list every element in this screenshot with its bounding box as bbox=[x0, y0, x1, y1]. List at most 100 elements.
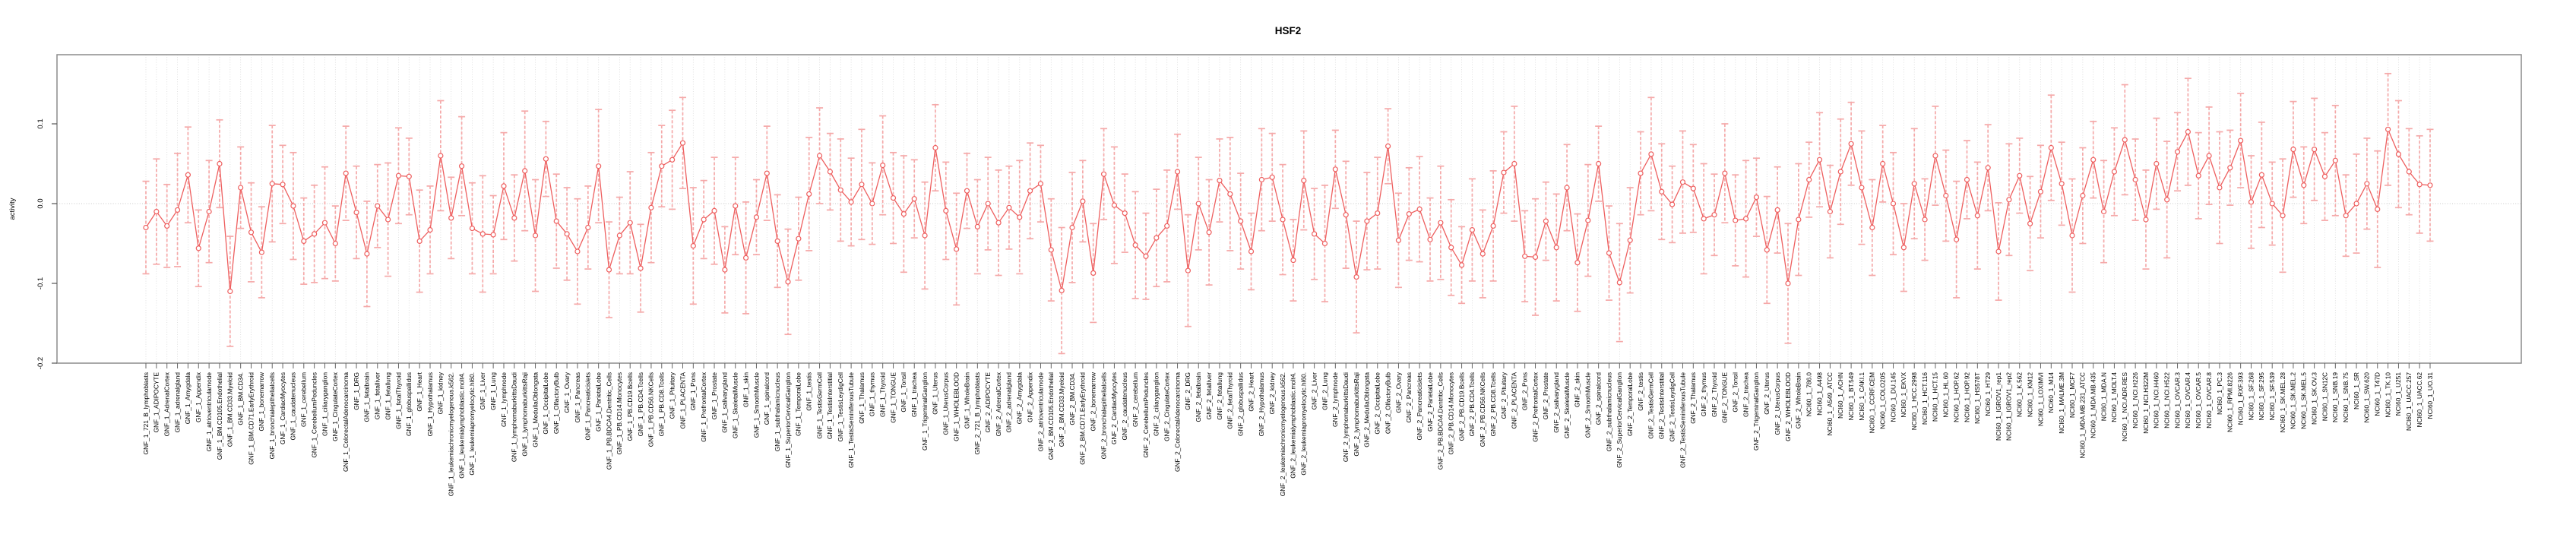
x-tick-label: GNF_2_UterusCorpus bbox=[1774, 372, 1781, 435]
data-point-marker bbox=[1827, 208, 1834, 215]
data-point-marker bbox=[922, 232, 928, 239]
data-point-marker bbox=[469, 226, 476, 232]
data-point-marker bbox=[1258, 176, 1264, 183]
data-point-marker bbox=[1080, 198, 1086, 204]
x-tick-label: NCI60_1_RXF.393 bbox=[2236, 372, 2244, 425]
x-tick-label: GNF_2_caudatenucleus bbox=[1121, 372, 1128, 440]
x-tick-label: GNF_2_PB.BDCA4.Dentritic_Cells bbox=[1437, 372, 1445, 470]
x-tick-label: GNF_1_TemporalLobe bbox=[795, 372, 802, 436]
x-tick-label: NCI60_1_786.0 bbox=[1805, 372, 1813, 417]
data-point-marker bbox=[1564, 185, 1570, 191]
x-axis-ticks bbox=[145, 363, 2431, 368]
x-tick-label: NCI60_1_BT.549 bbox=[1847, 372, 1855, 421]
x-tick-label: GNF_2_bonemarrow bbox=[1090, 372, 1097, 431]
x-tick-label: GNF_2_leukemiachronicmyelogenous.k562. bbox=[1279, 372, 1286, 496]
data-point-marker bbox=[1900, 245, 1907, 251]
data-point-marker bbox=[1122, 210, 1128, 217]
x-tick-label: NCI60_1_SN12C bbox=[2321, 372, 2328, 421]
data-point-marker bbox=[869, 201, 875, 207]
data-point-marker bbox=[1774, 207, 1780, 213]
x-tick-label: GNF_2_PB.CD4.Tcells bbox=[1468, 372, 1476, 436]
x-tick-label: GNF_2_skin bbox=[1574, 372, 1581, 407]
data-point-marker bbox=[1543, 218, 1549, 224]
x-tick-label: NCI60_1_OVCAR.4 bbox=[2184, 372, 2191, 428]
x-tick-label: GNF_1_ciliaryganglion bbox=[321, 372, 328, 436]
x-tick-label: GNF_1_Tonsil bbox=[900, 372, 907, 413]
x-tick-label: NCI60_1_MDA.MB.435 bbox=[2090, 372, 2097, 438]
data-point-marker bbox=[448, 215, 454, 221]
data-point-marker bbox=[1353, 274, 1359, 280]
x-tick-label: GNF_1_ADIPOCYTE bbox=[153, 372, 160, 433]
data-point-marker bbox=[1806, 176, 1812, 183]
data-point-marker bbox=[2248, 199, 2255, 205]
x-tick-label: NCI60_1_NCI.H226 bbox=[2131, 372, 2139, 428]
data-point-marker bbox=[2343, 213, 2349, 219]
data-point-marker bbox=[2017, 172, 2023, 179]
data-point-marker bbox=[1290, 258, 1296, 264]
data-point-marker bbox=[837, 187, 843, 193]
x-tick-label: GNF_2_OccipitalLobe bbox=[1374, 372, 1381, 435]
x-tick-label: GNF_2_PLACENTA bbox=[1511, 372, 1518, 429]
data-point-marker bbox=[2164, 197, 2170, 203]
data-point-marker bbox=[785, 279, 791, 285]
data-point-marker bbox=[1679, 179, 1686, 185]
x-tick-label: GNF_1_ColorectalAdenocarcinoma bbox=[342, 372, 350, 472]
x-tick-label: NCI60_1_SK.MEL.28 bbox=[2279, 372, 2286, 433]
x-tick-label: GNF_1_MedullaOblongata bbox=[531, 372, 539, 447]
data-point-marker bbox=[774, 238, 780, 244]
x-tick-label: NCI60_1_TK.10 bbox=[2384, 372, 2391, 418]
x-tick-label: GNF_2_leukemialymphoblastic.molt4. bbox=[1290, 372, 1297, 479]
data-point-marker bbox=[606, 267, 612, 273]
x-tick-label: GNF_2_fetallung bbox=[1216, 372, 1223, 420]
data-point-marker bbox=[1785, 280, 1791, 286]
data-point-marker bbox=[2427, 182, 2433, 188]
data-point-marker bbox=[153, 208, 160, 215]
x-tick-label: NCI60_1_EKVX bbox=[1900, 372, 1907, 418]
data-point-marker bbox=[364, 251, 370, 257]
data-point-marker bbox=[1090, 270, 1097, 276]
x-tick-label: GNF_1_SmoothMuscle bbox=[752, 372, 760, 438]
data-point-marker bbox=[2312, 147, 2318, 153]
data-points bbox=[143, 126, 2433, 295]
x-tick-label: NCI60_1_IGROV1_rep2 bbox=[2005, 372, 2013, 441]
data-point-marker bbox=[2037, 188, 2044, 194]
data-point-marker bbox=[2100, 208, 2107, 215]
x-tick-label: NCI60_1_NCI.H322M bbox=[2142, 372, 2150, 434]
data-point-marker bbox=[543, 156, 549, 162]
data-point-marker bbox=[1301, 178, 1307, 184]
data-point-marker bbox=[690, 243, 696, 249]
series-line bbox=[145, 127, 2431, 292]
data-point-marker bbox=[2132, 176, 2138, 183]
data-point-marker bbox=[174, 207, 181, 213]
data-point-marker bbox=[1511, 160, 1517, 167]
data-point-marker bbox=[2353, 201, 2359, 207]
data-point-marker bbox=[2143, 217, 2149, 223]
x-tick-label: NCI60_1_SK.MEL.5 bbox=[2300, 372, 2308, 429]
x-tick-label: GNF_1_adrenalgland bbox=[173, 372, 181, 433]
x-tick-label: GNF_2_Pancreaticislets bbox=[1416, 372, 1423, 440]
data-point-marker bbox=[574, 248, 581, 255]
chart-title: HSF2 bbox=[1274, 25, 1302, 36]
data-point-marker bbox=[974, 223, 980, 229]
data-point-marker bbox=[1585, 217, 1591, 223]
x-tick-label: NCI60_1_HL.60 bbox=[1942, 372, 1950, 418]
data-point-marker bbox=[711, 207, 717, 213]
data-point-marker bbox=[1100, 171, 1107, 177]
x-tick-label: NCI60_1_M14 bbox=[2047, 372, 2055, 413]
x-tick-label: GNF_1_Pons bbox=[689, 372, 697, 410]
x-tick-label: GNF_2_fetalThyroid bbox=[1226, 372, 1234, 429]
data-point-marker bbox=[2364, 181, 2370, 187]
x-tick-label: GNF_1_CingulateCortex bbox=[331, 372, 339, 441]
data-point-marker bbox=[1880, 160, 1886, 167]
x-tick-label: GNF_2_MedullaOblongata bbox=[1363, 372, 1371, 447]
data-point-marker bbox=[2227, 165, 2233, 171]
data-point-marker bbox=[1111, 202, 1118, 208]
x-tick-label: GNF_2_Thyroid bbox=[1710, 372, 1718, 417]
x-tick-label: GNF_2_lymphomaburkittsDaudi bbox=[1342, 372, 1350, 462]
data-point-marker bbox=[1722, 170, 1728, 176]
data-point-marker bbox=[385, 217, 391, 223]
data-point-marker bbox=[1616, 280, 1622, 286]
x-tick-label: NCI60_1_MOLT.4 bbox=[2110, 372, 2118, 422]
data-point-marker bbox=[742, 255, 749, 261]
data-point-marker bbox=[1069, 224, 1075, 231]
